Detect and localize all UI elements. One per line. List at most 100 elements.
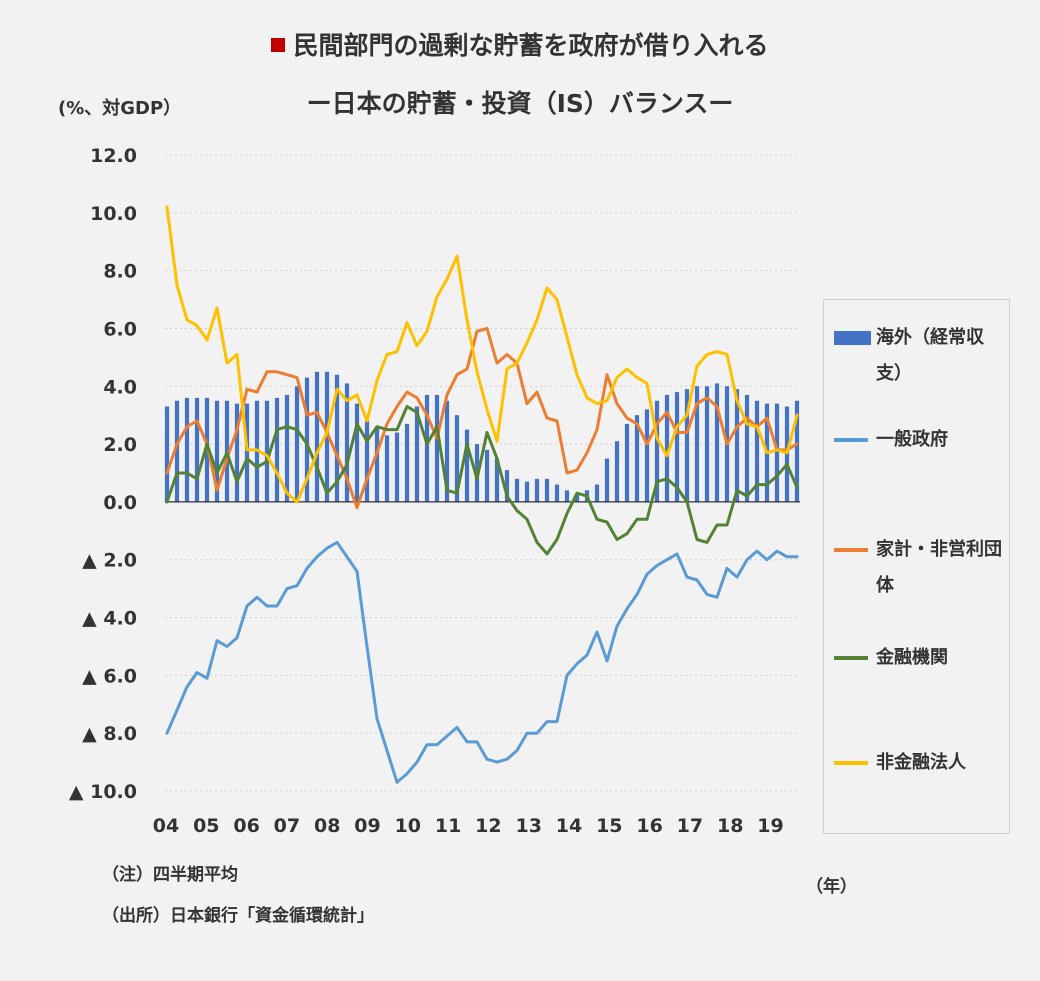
x-tick-label: 12 [475,815,501,837]
x-tick-label: 10 [395,815,421,837]
series-line [165,327,799,510]
bar [244,403,250,502]
bar [774,403,780,502]
bar [384,435,390,502]
bar [494,458,500,502]
chart-title-line-1: 民間部門の過剰な貯蓄を政府が借り入れる [0,26,1040,62]
bar [284,394,290,502]
x-tick-label: 07 [274,815,300,837]
series-line [165,540,799,784]
bar [574,493,580,502]
bar [664,394,670,502]
y-tick-label: ▲ 4.0 [82,608,137,630]
bar [314,371,320,502]
legend-bar-swatch-icon [834,331,871,345]
legend-label-financial: 金融機関 [876,647,948,668]
x-tick-label: 18 [717,815,743,837]
y-tick-label: 6.0 [103,318,137,340]
legend: 海外（経常収支） 一般政府 家計・非営利団体 金融機関 非金融法人 [823,299,1010,834]
red-square-icon [271,38,286,52]
y-tick-label: 4.0 [103,376,137,398]
bar [564,490,570,502]
bar [414,406,420,502]
bar [504,470,510,502]
bar [294,386,300,502]
bar [794,400,800,502]
x-tick-label: 16 [636,815,662,837]
bar [514,478,520,502]
y-tick-label: ▲ 10.0 [69,781,137,803]
bar [554,484,560,502]
bar [174,400,180,502]
bar [324,371,330,502]
bar [364,420,370,502]
bar [734,389,740,502]
bar [744,394,750,502]
y-tick-label: 0.0 [103,492,137,514]
x-tick-label: 17 [677,815,703,837]
x-tick-label: 14 [556,815,582,837]
bar [654,400,660,502]
bar [634,415,640,502]
series-line [165,205,799,504]
legend-line-swatch-icon [834,438,868,442]
bar [704,386,710,502]
x-tick-label: 15 [596,815,622,837]
legend-line-swatch-icon [834,548,868,552]
bar [484,449,490,502]
bar [424,394,430,502]
legend-label-nonfinancial: 非金融法人 [876,752,966,773]
bar [434,394,440,502]
chart-title-line-2: ー日本の貯蓄・投資（IS）バランスー [306,89,734,118]
y-tick-label: ▲ 2.0 [82,550,137,572]
bar [624,423,630,502]
bar [164,406,170,502]
y-tick-label: 2.0 [103,434,137,456]
bar [214,400,220,502]
series-line [165,405,799,556]
bar [694,386,700,502]
bar [754,400,760,502]
chart-title-text-1: 民間部門の過剰な貯蓄を政府が借り入れる [293,31,769,60]
bar [184,397,190,502]
bar [194,397,200,502]
bar [674,392,680,502]
bar [264,400,270,502]
bar [344,383,350,502]
bar [644,409,650,502]
y-tick-label: 12.0 [90,145,137,167]
y-tick-label: ▲ 6.0 [82,665,137,687]
bar [714,383,720,502]
bar [454,415,460,502]
x-tick-label: 19 [757,815,783,837]
y-tick-label: 10.0 [90,203,137,225]
bar [394,432,400,502]
x-tick-label: 06 [233,815,259,837]
bar [594,484,600,502]
bar [404,423,410,502]
y-tick-label: ▲ 8.0 [82,723,137,745]
x-tick-label: 09 [354,815,380,837]
legend-label-households: 家計・非営利団体 [876,539,1002,596]
x-tick-label: 05 [193,815,219,837]
x-tick-label: 08 [314,815,340,837]
bar [534,478,540,502]
bar [274,397,280,502]
bar [684,389,690,502]
legend-line-swatch-icon [834,656,868,660]
bar [614,441,620,502]
x-tick-label: 11 [435,815,461,837]
x-axis-unit-label: （年） [806,877,857,897]
y-axis-unit-label: (%、対GDP） [58,98,182,119]
bar [604,458,610,502]
legend-label-overseas: 海外（経常収支） [876,327,984,384]
bar [464,429,470,502]
x-tick-label: 13 [515,815,541,837]
legend-label-government: 一般政府 [876,429,948,450]
y-tick-label: 8.0 [103,261,137,283]
bar [544,478,550,502]
bar [304,377,310,502]
bar [374,426,380,502]
footnote-source: （出所）日本銀行「資金循環統計」 [102,906,374,926]
